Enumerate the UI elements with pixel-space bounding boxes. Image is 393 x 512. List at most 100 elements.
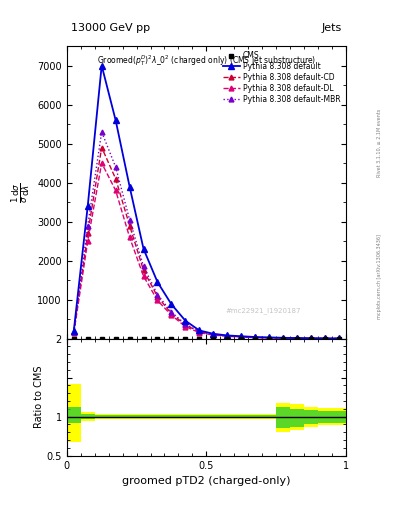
Pythia 8.308 default-CD [267,335,272,341]
Text: Rivet 3.1.10, ≥ 2.1M events: Rivet 3.1.10, ≥ 2.1M events [377,109,382,178]
Pythia 8.308 default-DL [183,324,188,330]
Text: #mc22921_l1920187: #mc22921_l1920187 [226,307,301,314]
Pythia 8.308 default-DL [99,160,104,166]
X-axis label: groomed pTD2 (charged-only): groomed pTD2 (charged-only) [122,476,290,486]
Pythia 8.308 default-MBR [127,217,132,223]
Pythia 8.308 default-CD [169,311,174,317]
Pythia 8.308 default-MBR [99,129,104,135]
Pythia 8.308 default-CD [225,333,230,339]
Pythia 8.308 default [141,246,146,252]
Pythia 8.308 default-DL [72,330,76,336]
Pythia 8.308 default-CD [211,331,216,337]
Pythia 8.308 default [267,334,272,340]
Pythia 8.308 default-DL [309,335,313,342]
Pythia 8.308 default-MBR [309,335,313,342]
Pythia 8.308 default-DL [169,312,174,318]
Pythia 8.308 default-CD [113,176,118,182]
Pythia 8.308 default-CD [197,329,202,335]
Pythia 8.308 default [85,203,90,209]
Pythia 8.308 default-DL [127,234,132,240]
Pythia 8.308 default [309,335,313,342]
CMS [336,335,341,342]
Pythia 8.308 default-CD [85,230,90,237]
Pythia 8.308 default-MBR [141,263,146,269]
Pythia 8.308 default-MBR [336,335,341,342]
Pythia 8.308 default-DL [225,333,230,339]
Pythia 8.308 default [211,331,216,337]
Y-axis label: Ratio to CMS: Ratio to CMS [34,366,44,429]
Pythia 8.308 default [225,332,230,338]
CMS [141,335,146,342]
Pythia 8.308 default [169,301,174,307]
Pythia 8.308 default-DL [85,238,90,244]
CMS [99,335,104,342]
Pythia 8.308 default-CD [323,335,327,342]
Pythia 8.308 default-CD [295,335,299,342]
Pythia 8.308 default-CD [183,322,188,328]
Pythia 8.308 default-CD [155,293,160,300]
Pythia 8.308 default [183,317,188,324]
Pythia 8.308 default-MBR [225,333,230,339]
CMS [323,335,327,342]
Text: mcplots.cern.ch [arXiv:1306.3436]: mcplots.cern.ch [arXiv:1306.3436] [377,234,382,319]
Line: Pythia 8.308 default-CD: Pythia 8.308 default-CD [72,145,341,341]
Pythia 8.308 default [281,335,285,341]
CMS [309,335,313,342]
Pythia 8.308 default-DL [197,330,202,336]
Pythia 8.308 default-MBR [239,334,244,340]
CMS [267,335,272,342]
Pythia 8.308 default [155,279,160,285]
Pythia 8.308 default-MBR [253,334,257,340]
Pythia 8.308 default-CD [72,329,76,335]
Y-axis label: $\frac{1}{\sigma}\frac{\mathrm{d}\sigma}{\mathrm{d}\lambda}$: $\frac{1}{\sigma}\frac{\mathrm{d}\sigma}… [10,182,32,203]
CMS [127,335,132,342]
Line: Pythia 8.308 default: Pythia 8.308 default [71,63,342,341]
Legend: CMS, Pythia 8.308 default, Pythia 8.308 default-CD, Pythia 8.308 default-DL, Pyt: CMS, Pythia 8.308 default, Pythia 8.308 … [222,50,342,105]
CMS [197,335,202,342]
Pythia 8.308 default [323,335,327,342]
CMS [113,335,118,342]
Text: Jets: Jets [321,23,342,33]
Text: Groomed$(p_T^D)^2\lambda\_0^2$ (charged only) (CMS jet substructure): Groomed$(p_T^D)^2\lambda\_0^2$ (charged … [97,53,316,68]
CMS [253,335,257,342]
CMS [225,335,230,342]
Pythia 8.308 default-CD [141,267,146,273]
Pythia 8.308 default-DL [239,334,244,340]
CMS [169,335,174,342]
Pythia 8.308 default-DL [253,334,257,340]
Pythia 8.308 default-MBR [197,328,202,334]
Pythia 8.308 default-MBR [183,321,188,327]
Pythia 8.308 default-MBR [113,164,118,170]
Pythia 8.308 default-DL [267,335,272,341]
Pythia 8.308 default-MBR [155,291,160,297]
Pythia 8.308 default-DL [211,332,216,338]
Pythia 8.308 default-CD [239,334,244,340]
Pythia 8.308 default-CD [127,222,132,228]
Pythia 8.308 default [72,328,76,334]
Pythia 8.308 default-MBR [267,335,272,341]
Pythia 8.308 default-MBR [323,335,327,342]
CMS [85,335,90,342]
Pythia 8.308 default-MBR [72,329,76,335]
CMS [281,335,285,342]
Pythia 8.308 default [127,183,132,189]
Pythia 8.308 default-MBR [211,331,216,337]
CMS [183,335,188,342]
CMS [295,335,299,342]
Pythia 8.308 default-DL [323,335,327,342]
Pythia 8.308 default-CD [99,144,104,151]
Line: CMS: CMS [72,336,341,341]
Pythia 8.308 default [295,335,299,341]
Pythia 8.308 default [99,62,104,69]
CMS [239,335,244,342]
Pythia 8.308 default-MBR [295,335,299,342]
Pythia 8.308 default-DL [141,273,146,280]
Pythia 8.308 default-DL [281,335,285,341]
Pythia 8.308 default-MBR [169,309,174,315]
Pythia 8.308 default-CD [281,335,285,341]
Pythia 8.308 default-DL [155,297,160,304]
Pythia 8.308 default [239,333,244,339]
Pythia 8.308 default [113,117,118,123]
Line: Pythia 8.308 default-DL: Pythia 8.308 default-DL [72,161,341,341]
Pythia 8.308 default-MBR [281,335,285,341]
